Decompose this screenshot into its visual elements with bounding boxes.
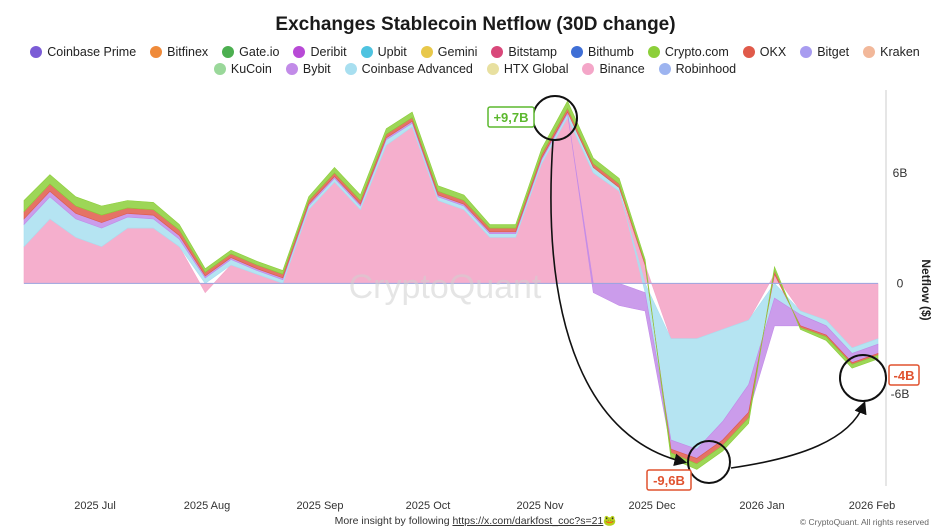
legend-row-1: Coinbase Prime Bitfinex Gate.io Deribit Upbi… <box>20 45 930 59</box>
legend-item-gate-io[interactable]: Gate.io <box>222 45 279 59</box>
legend-item-deribit[interactable]: Deribit <box>293 45 347 59</box>
legend-swatch-icon <box>491 46 504 58</box>
footer: More insight by following https://x.com/… <box>0 514 951 527</box>
trough-label-box <box>646 469 692 491</box>
legend-swatch-icon <box>800 46 813 58</box>
legend-item-kraken[interactable]: Kraken <box>863 45 920 59</box>
x-tick-label: 2025 Jul <box>74 500 116 512</box>
chart-title: Exchanges Stablecoin Netflow (30D change… <box>275 14 676 35</box>
annotations: +9,7B -9,6B -4B <box>487 95 920 491</box>
y-tick-label: -6B <box>891 387 910 401</box>
legend-swatch-icon <box>647 46 660 58</box>
legend-item-bybit[interactable]: Bybit <box>285 62 331 76</box>
legend-item-kucoin[interactable]: KuCoin <box>213 62 272 76</box>
legend-swatch-icon <box>486 63 499 75</box>
legend-item-htx-global[interactable]: HTX Global <box>486 62 569 76</box>
legend-swatch-icon <box>344 63 357 75</box>
last-label: -4B <box>894 368 915 383</box>
footer-text: More insight by following <box>334 515 453 527</box>
copyright: © CryptoQuant. All rights reserved <box>799 517 929 527</box>
x-tick-label: 2025 Sep <box>296 500 343 512</box>
legend-swatch-icon <box>420 46 433 58</box>
arrow-peak-to-trough <box>550 139 688 467</box>
legend-item-bitstamp[interactable]: Bitstamp <box>491 45 557 59</box>
legend-label: Binance <box>599 62 645 76</box>
watermark: CryptoQuant <box>349 268 542 306</box>
legend-item-okx[interactable]: OKX <box>742 45 787 59</box>
legend-swatch-icon <box>658 63 671 75</box>
x-tick-label: 2025 Oct <box>406 500 451 512</box>
x-tick-label: 2025 Dec <box>628 500 676 512</box>
legend-label: Upbit <box>377 45 407 59</box>
legend-swatch-icon <box>863 46 876 58</box>
legend-label: Bitfinex <box>167 45 209 59</box>
legend-swatch-icon <box>213 63 226 75</box>
legend-swatch-icon <box>222 46 235 58</box>
arrow-trough-to-last <box>730 401 867 469</box>
legend-item-robinhood[interactable]: Robinhood <box>658 62 737 76</box>
legend-label: Bitstamp <box>508 45 558 59</box>
y-axis-label: Netflow ($) <box>919 259 933 320</box>
y-tick-label: 6B <box>893 166 908 180</box>
y-axis-ticks: 6B 0 -6B <box>891 166 910 401</box>
last-label-box <box>888 364 920 386</box>
frog-emoji-icon: 🐸 <box>603 515 617 527</box>
legend-item-gemini[interactable]: Gemini <box>420 45 478 59</box>
y-tick-label: 0 <box>897 276 904 290</box>
legend-swatch-icon <box>742 46 755 58</box>
legend-swatch-icon <box>285 63 298 75</box>
legend-item-binance[interactable]: Binance <box>582 62 645 76</box>
trough-circle <box>687 440 731 484</box>
legend-item-coinbase-prime[interactable]: Coinbase Prime <box>30 45 136 59</box>
legend-label: Bithumb <box>588 45 634 59</box>
legend-label: Crypto.com <box>664 45 729 59</box>
legend-swatch-icon <box>571 46 584 58</box>
area-others <box>23 100 879 470</box>
peak-label-box <box>487 106 535 128</box>
footer-link[interactable]: https://x.com/darkfost_coc?s=21 <box>452 515 604 527</box>
legend-label: Coinbase Advanced <box>361 62 473 76</box>
legend-row-2: KuCoin Bybit Coinbase Advanced HTX Global Bi… <box>20 62 930 76</box>
legend-item-bitfinex[interactable]: Bitfinex <box>150 45 208 59</box>
legend-swatch-icon <box>293 46 306 58</box>
trough-label: -9,6B <box>653 473 685 488</box>
legend-label: Robinhood <box>675 62 737 76</box>
legend-swatch-icon <box>582 63 595 75</box>
legend-swatch-icon <box>30 46 43 58</box>
legend-label: OKX <box>759 45 787 59</box>
legend-label: KuCoin <box>230 62 272 76</box>
last-circle <box>839 354 887 402</box>
legend-swatch-icon <box>150 46 163 58</box>
legend-label: Deribit <box>310 45 347 59</box>
legend-item-bitget[interactable]: Bitget <box>800 45 849 59</box>
legend-item-bithumb[interactable]: Bithumb <box>571 45 634 59</box>
legend-swatch-icon <box>360 46 373 58</box>
x-tick-label: 2025 Aug <box>184 500 231 512</box>
x-axis-ticks: 2025 Jul 2025 Aug 2025 Sep 2025 Oct 2025 Nov… <box>74 500 895 512</box>
legend-label: HTX Global <box>503 62 569 76</box>
x-tick-label: 2025 Nov <box>516 500 564 512</box>
legend-item-coinbase-advanced[interactable]: Coinbase Advanced <box>344 62 473 76</box>
legend-label: Gemini <box>437 45 478 59</box>
legend-label: Bitget <box>817 45 850 59</box>
peak-label: +9,7B <box>493 110 528 125</box>
legend-item-upbit[interactable]: Upbit <box>360 45 407 59</box>
legend-label: Gate.io <box>239 45 280 59</box>
legend-item-crypto-com[interactable]: Crypto.com <box>647 45 729 59</box>
legend-label: Coinbase Prime <box>47 45 137 59</box>
legend-label: Kraken <box>880 45 920 59</box>
area-binance <box>23 116 879 349</box>
x-tick-label: 2026 Jan <box>739 500 784 512</box>
x-tick-label: 2026 Feb <box>849 500 895 512</box>
legend-label: Bybit <box>302 62 331 76</box>
